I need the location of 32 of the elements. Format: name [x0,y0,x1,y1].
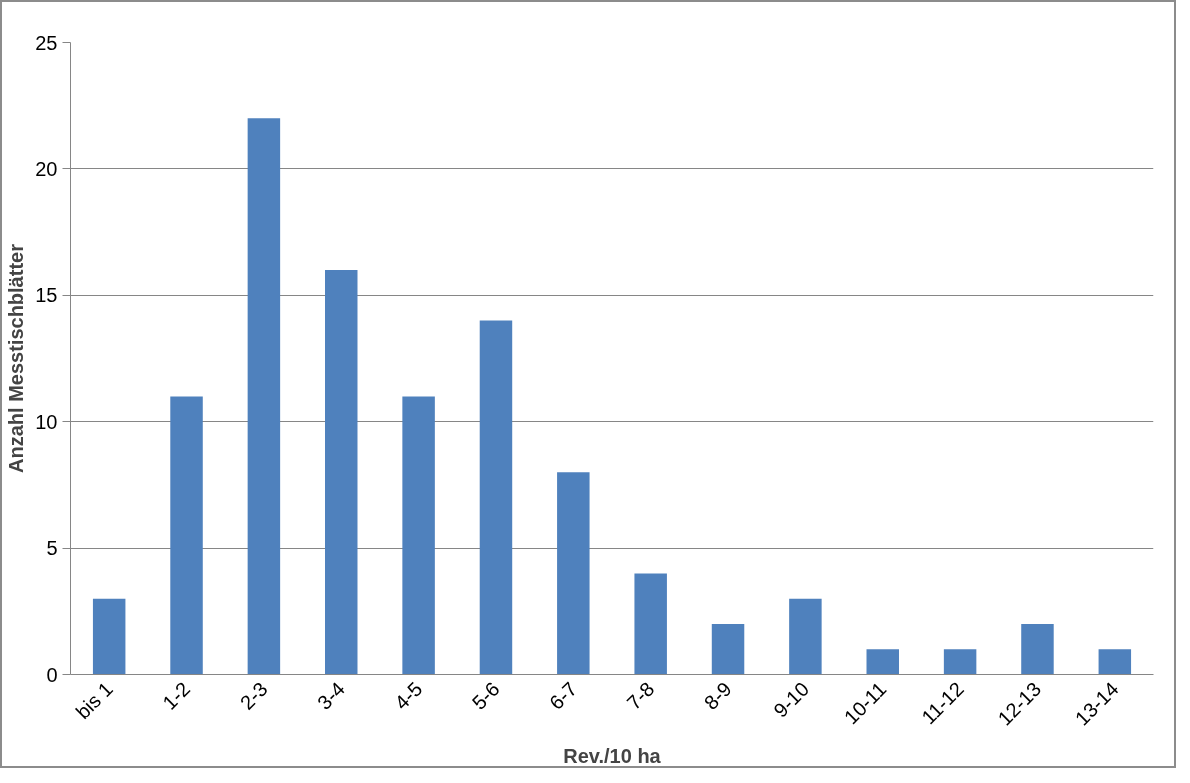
x-tick-label: 8-9 [699,677,736,714]
bar [1098,649,1132,675]
x-axis-title: Rev./10 ha [563,745,662,768]
bar [557,472,590,675]
bar [1021,623,1054,675]
x-tick-label: 6-7 [545,677,582,714]
y-tick-label: 10 [35,410,58,433]
bar [325,270,358,675]
bar [479,320,513,675]
y-tick-label: 0 [46,663,58,686]
y-tick-label: 5 [46,537,58,560]
x-tick-label: 1-2 [158,677,195,714]
bar [634,573,667,675]
bar [711,623,745,675]
x-tick-label: 4-5 [390,677,427,714]
x-tick-label: 2-3 [235,677,272,714]
bar [170,396,203,675]
x-tick-label: 9-10 [769,677,814,722]
bar [943,649,977,675]
bar [247,118,281,675]
y-axis-title: Anzahl Messtischblätter [5,243,28,473]
y-tick-label: 20 [35,157,58,180]
bar [866,649,899,675]
x-tick-label: 7-8 [622,677,659,714]
x-tick-label: 5-6 [467,677,504,714]
bar [402,396,435,675]
bar [789,598,822,675]
x-tick-label: 3-4 [313,677,350,714]
bar [92,598,126,675]
x-tick-label: bis 1 [71,677,117,724]
y-tick-label: 25 [35,31,58,54]
y-tick-label: 15 [35,284,58,307]
